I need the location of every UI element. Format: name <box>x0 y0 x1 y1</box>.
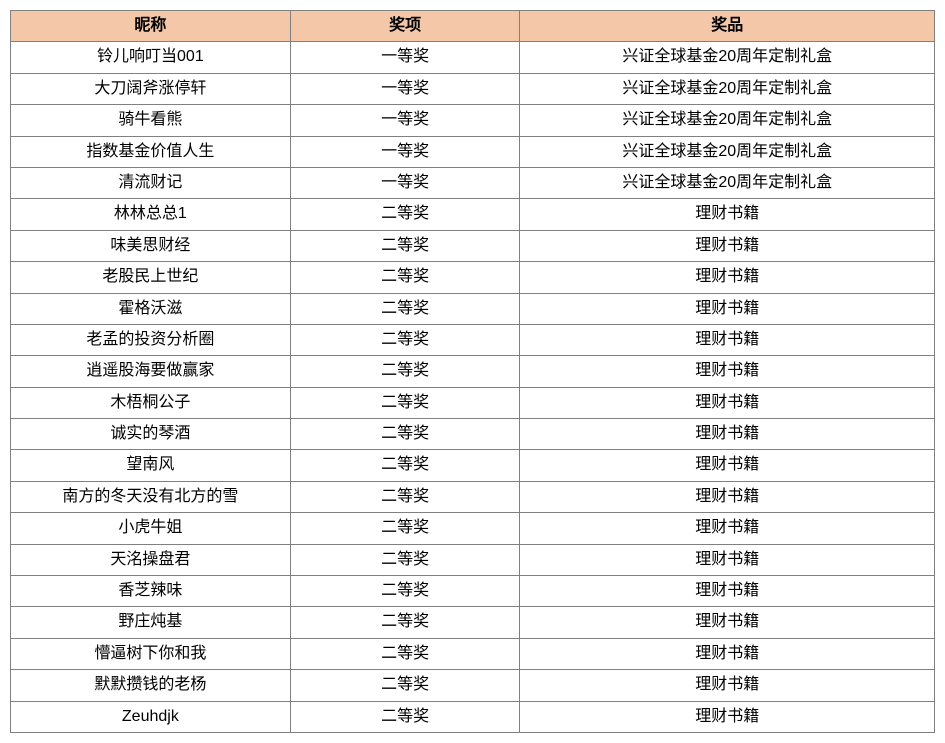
cell-nickname: Zeuhdjk <box>11 701 291 732</box>
table-row: 骑牛看熊 一等奖 兴证全球基金20周年定制礼盒 <box>11 105 935 136</box>
cell-award: 二等奖 <box>290 293 520 324</box>
table-row: 木梧桐公子 二等奖 理财书籍 <box>11 387 935 418</box>
table-row: 清流财记 一等奖 兴证全球基金20周年定制礼盒 <box>11 167 935 198</box>
cell-nickname: 大刀阔斧涨停轩 <box>11 73 291 104</box>
awards-table: 昵称 奖项 奖品 铃儿响叮当001 一等奖 兴证全球基金20周年定制礼盒 大刀阔… <box>10 10 935 733</box>
cell-prize: 兴证全球基金20周年定制礼盒 <box>520 73 935 104</box>
table-row: 老股民上世纪 二等奖 理财书籍 <box>11 262 935 293</box>
cell-award: 二等奖 <box>290 481 520 512</box>
cell-award: 二等奖 <box>290 576 520 607</box>
cell-award: 二等奖 <box>290 670 520 701</box>
cell-nickname: 清流财记 <box>11 167 291 198</box>
cell-prize: 理财书籍 <box>520 356 935 387</box>
cell-prize: 理财书籍 <box>520 230 935 261</box>
cell-nickname: 天洺操盘君 <box>11 544 291 575</box>
cell-award: 二等奖 <box>290 607 520 638</box>
cell-nickname: 默默攒钱的老杨 <box>11 670 291 701</box>
cell-prize: 理财书籍 <box>520 324 935 355</box>
table-row: 懵逼树下你和我 二等奖 理财书籍 <box>11 638 935 669</box>
table-row: 大刀阔斧涨停轩 一等奖 兴证全球基金20周年定制礼盒 <box>11 73 935 104</box>
cell-prize: 理财书籍 <box>520 419 935 450</box>
cell-prize: 兴证全球基金20周年定制礼盒 <box>520 167 935 198</box>
cell-nickname: 味美思财经 <box>11 230 291 261</box>
table-row: 林林总总1 二等奖 理财书籍 <box>11 199 935 230</box>
cell-award: 二等奖 <box>290 450 520 481</box>
table-row: 野庄炖基 二等奖 理财书籍 <box>11 607 935 638</box>
cell-award: 二等奖 <box>290 199 520 230</box>
cell-prize: 理财书籍 <box>520 670 935 701</box>
cell-prize: 兴证全球基金20周年定制礼盒 <box>520 105 935 136</box>
cell-prize: 理财书籍 <box>520 513 935 544</box>
table-row: 霍格沃滋 二等奖 理财书籍 <box>11 293 935 324</box>
cell-nickname: 望南风 <box>11 450 291 481</box>
cell-prize: 理财书籍 <box>520 607 935 638</box>
cell-award: 一等奖 <box>290 105 520 136</box>
table-row: 小虎牛姐 二等奖 理财书籍 <box>11 513 935 544</box>
cell-prize: 理财书籍 <box>520 293 935 324</box>
cell-prize: 理财书籍 <box>520 450 935 481</box>
cell-award: 一等奖 <box>290 167 520 198</box>
table-row: 南方的冬天没有北方的雪 二等奖 理财书籍 <box>11 481 935 512</box>
cell-prize: 理财书籍 <box>520 387 935 418</box>
cell-prize: 兴证全球基金20周年定制礼盒 <box>520 42 935 73</box>
cell-nickname: 香芝辣味 <box>11 576 291 607</box>
table-body: 铃儿响叮当001 一等奖 兴证全球基金20周年定制礼盒 大刀阔斧涨停轩 一等奖 … <box>11 42 935 733</box>
cell-nickname: 霍格沃滋 <box>11 293 291 324</box>
table-row: Zeuhdjk 二等奖 理财书籍 <box>11 701 935 732</box>
cell-award: 二等奖 <box>290 513 520 544</box>
cell-award: 二等奖 <box>290 324 520 355</box>
cell-prize: 理财书籍 <box>520 544 935 575</box>
cell-award: 一等奖 <box>290 73 520 104</box>
cell-prize: 理财书籍 <box>520 481 935 512</box>
table-row: 诚实的琴酒 二等奖 理财书籍 <box>11 419 935 450</box>
cell-award: 二等奖 <box>290 701 520 732</box>
cell-award: 二等奖 <box>290 356 520 387</box>
cell-award: 二等奖 <box>290 387 520 418</box>
table-row: 望南风 二等奖 理财书籍 <box>11 450 935 481</box>
cell-nickname: 木梧桐公子 <box>11 387 291 418</box>
cell-nickname: 小虎牛姐 <box>11 513 291 544</box>
cell-nickname: 林林总总1 <box>11 199 291 230</box>
table-row: 逍遥股海要做赢家 二等奖 理财书籍 <box>11 356 935 387</box>
cell-prize: 理财书籍 <box>520 701 935 732</box>
cell-prize: 理财书籍 <box>520 638 935 669</box>
cell-nickname: 老孟的投资分析圈 <box>11 324 291 355</box>
cell-nickname: 野庄炖基 <box>11 607 291 638</box>
cell-nickname: 逍遥股海要做赢家 <box>11 356 291 387</box>
cell-award: 二等奖 <box>290 419 520 450</box>
table-row: 老孟的投资分析圈 二等奖 理财书籍 <box>11 324 935 355</box>
cell-award: 二等奖 <box>290 544 520 575</box>
table-row: 铃儿响叮当001 一等奖 兴证全球基金20周年定制礼盒 <box>11 42 935 73</box>
table-row: 指数基金价值人生 一等奖 兴证全球基金20周年定制礼盒 <box>11 136 935 167</box>
cell-nickname: 诚实的琴酒 <box>11 419 291 450</box>
cell-prize: 兴证全球基金20周年定制礼盒 <box>520 136 935 167</box>
cell-prize: 理财书籍 <box>520 262 935 293</box>
table-row: 香芝辣味 二等奖 理财书籍 <box>11 576 935 607</box>
column-header-award: 奖项 <box>290 11 520 42</box>
table-row: 默默攒钱的老杨 二等奖 理财书籍 <box>11 670 935 701</box>
cell-nickname: 铃儿响叮当001 <box>11 42 291 73</box>
cell-prize: 理财书籍 <box>520 199 935 230</box>
cell-nickname: 南方的冬天没有北方的雪 <box>11 481 291 512</box>
column-header-nickname: 昵称 <box>11 11 291 42</box>
cell-nickname: 指数基金价值人生 <box>11 136 291 167</box>
cell-award: 一等奖 <box>290 136 520 167</box>
table-header-row: 昵称 奖项 奖品 <box>11 11 935 42</box>
cell-nickname: 老股民上世纪 <box>11 262 291 293</box>
cell-award: 二等奖 <box>290 230 520 261</box>
cell-award: 二等奖 <box>290 262 520 293</box>
table-row: 味美思财经 二等奖 理财书籍 <box>11 230 935 261</box>
column-header-prize: 奖品 <box>520 11 935 42</box>
cell-prize: 理财书籍 <box>520 576 935 607</box>
cell-nickname: 骑牛看熊 <box>11 105 291 136</box>
cell-award: 二等奖 <box>290 638 520 669</box>
table-row: 天洺操盘君 二等奖 理财书籍 <box>11 544 935 575</box>
cell-nickname: 懵逼树下你和我 <box>11 638 291 669</box>
cell-award: 一等奖 <box>290 42 520 73</box>
